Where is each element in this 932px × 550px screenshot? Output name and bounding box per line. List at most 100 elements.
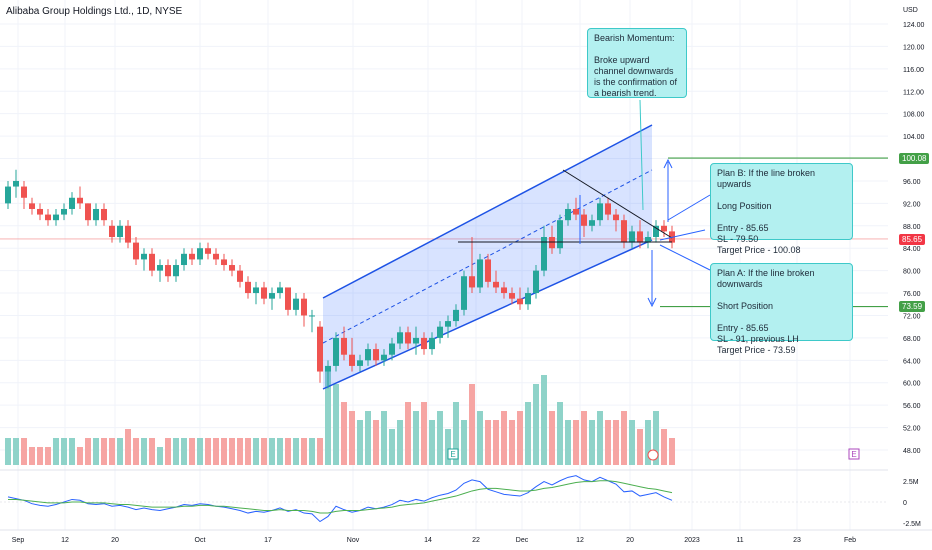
- candle-body: [5, 186, 11, 204]
- candle-body: [405, 332, 411, 344]
- candle-body: [269, 293, 275, 299]
- candle-body: [589, 220, 595, 226]
- volume-bar: [621, 411, 627, 465]
- candle-body: [525, 293, 531, 305]
- candle-body: [173, 265, 179, 277]
- note-plan-a[interactable]: Plan A: If the line broken downwards Sho…: [710, 263, 853, 355]
- volume-bar: [253, 438, 259, 465]
- price-axis-label: 96.00: [903, 179, 921, 186]
- volume-bar: [437, 411, 443, 465]
- candle-body: [373, 349, 379, 361]
- candle-body: [325, 365, 331, 372]
- volume-bar: [277, 438, 283, 465]
- volume-bar: [229, 438, 235, 465]
- volume-bar: [173, 438, 179, 465]
- candle-body: [597, 203, 603, 221]
- candle-body: [165, 265, 171, 277]
- earnings-marker-label: E: [450, 450, 455, 459]
- volume-bar: [573, 420, 579, 465]
- candle-body: [397, 332, 403, 344]
- volume-bar: [21, 438, 27, 465]
- candle-body: [309, 315, 315, 317]
- candle-body: [37, 208, 43, 215]
- osc-series-osc: [7, 475, 673, 523]
- candle-body: [357, 360, 363, 366]
- candle-body: [661, 225, 667, 232]
- candle-body: [277, 287, 283, 294]
- oscillator-pane: [0, 469, 888, 523]
- volume-bar: [557, 402, 563, 465]
- candle-body: [253, 287, 259, 294]
- volume-bar: [13, 438, 19, 465]
- price-axis-label: 88.00: [903, 224, 921, 231]
- volume-bar: [197, 438, 203, 465]
- candle-body: [381, 354, 387, 361]
- note-plan-b[interactable]: Plan B: If the line broken upwards Long …: [710, 163, 853, 255]
- volume-bar: [269, 438, 275, 465]
- candle-body: [613, 214, 619, 221]
- volume-bar: [37, 447, 43, 465]
- price-axis[interactable]: USD 124.00 120.00 116.00 112.00 108.00 104.00 1…: [889, 0, 932, 530]
- volume-bar: [469, 384, 475, 465]
- volume-bar: [549, 411, 555, 465]
- candle-body: [573, 208, 579, 215]
- price-axis-label: 92.00: [903, 201, 921, 208]
- price-tag-current: 85.65: [899, 234, 926, 245]
- candle-body: [533, 270, 539, 294]
- candle-body: [53, 214, 59, 221]
- candle-body: [21, 186, 27, 198]
- candle-body: [133, 242, 139, 260]
- volume-bar: [317, 438, 323, 465]
- volume-bar: [341, 402, 347, 465]
- candle-body: [205, 248, 211, 254]
- price-axis-label: 56.00: [903, 403, 921, 410]
- time-axis-label: 22: [472, 537, 480, 544]
- volume-bar: [493, 420, 499, 465]
- channel-lower-line: [322, 239, 653, 390]
- volume-bar: [109, 438, 115, 465]
- price-axis-label: 68.00: [903, 336, 921, 343]
- volume-bar: [373, 420, 379, 465]
- volume-bar: [213, 438, 219, 465]
- channel-upper-line: [322, 124, 653, 299]
- time-axis[interactable]: Sep 12 20 Oct 17 Nov 14 22 Dec 12 20 2023 11 23 Feb: [0, 529, 932, 544]
- price-axis-label: 120.00: [903, 44, 925, 51]
- time-axis-label: 12: [576, 537, 584, 544]
- candle-body: [197, 248, 203, 260]
- candle-body: [245, 281, 251, 294]
- volume-bar: [629, 420, 635, 465]
- candle-body: [445, 321, 451, 327]
- volume-bar: [661, 429, 667, 465]
- candle-body: [117, 225, 123, 237]
- price-axis-label: 124.00: [903, 22, 925, 29]
- candle-body: [581, 214, 587, 226]
- candle-body: [221, 259, 227, 266]
- volume-bar: [381, 411, 387, 465]
- volume-bar: [205, 438, 211, 465]
- time-axis-label: 23: [793, 537, 801, 544]
- volume-bar: [429, 420, 435, 465]
- candle-body: [69, 197, 75, 209]
- volume-bar: [365, 411, 371, 465]
- candle-body: [293, 298, 299, 310]
- volume-bar: [101, 438, 107, 465]
- candle-body: [653, 225, 659, 237]
- note-pointer: [639, 99, 644, 211]
- dividend-marker: [647, 449, 659, 461]
- volume-bar: [181, 438, 187, 465]
- volume-bar: [589, 420, 595, 465]
- note-bearish-momentum[interactable]: Bearish Momentum: Broke upward channel d…: [587, 28, 687, 98]
- volume-bar: [485, 420, 491, 465]
- down-arrow-head: [647, 297, 657, 308]
- volume-bar: [501, 411, 507, 465]
- volume-bar: [93, 438, 99, 465]
- price-axis-label: 52.00: [903, 426, 921, 433]
- price-axis-label: 80.00: [903, 269, 921, 276]
- candle-body: [13, 180, 19, 187]
- candle-body: [477, 259, 483, 288]
- candle-body: [541, 237, 547, 271]
- time-axis-label: Oct: [195, 537, 206, 544]
- time-axis-label: 11: [736, 537, 743, 544]
